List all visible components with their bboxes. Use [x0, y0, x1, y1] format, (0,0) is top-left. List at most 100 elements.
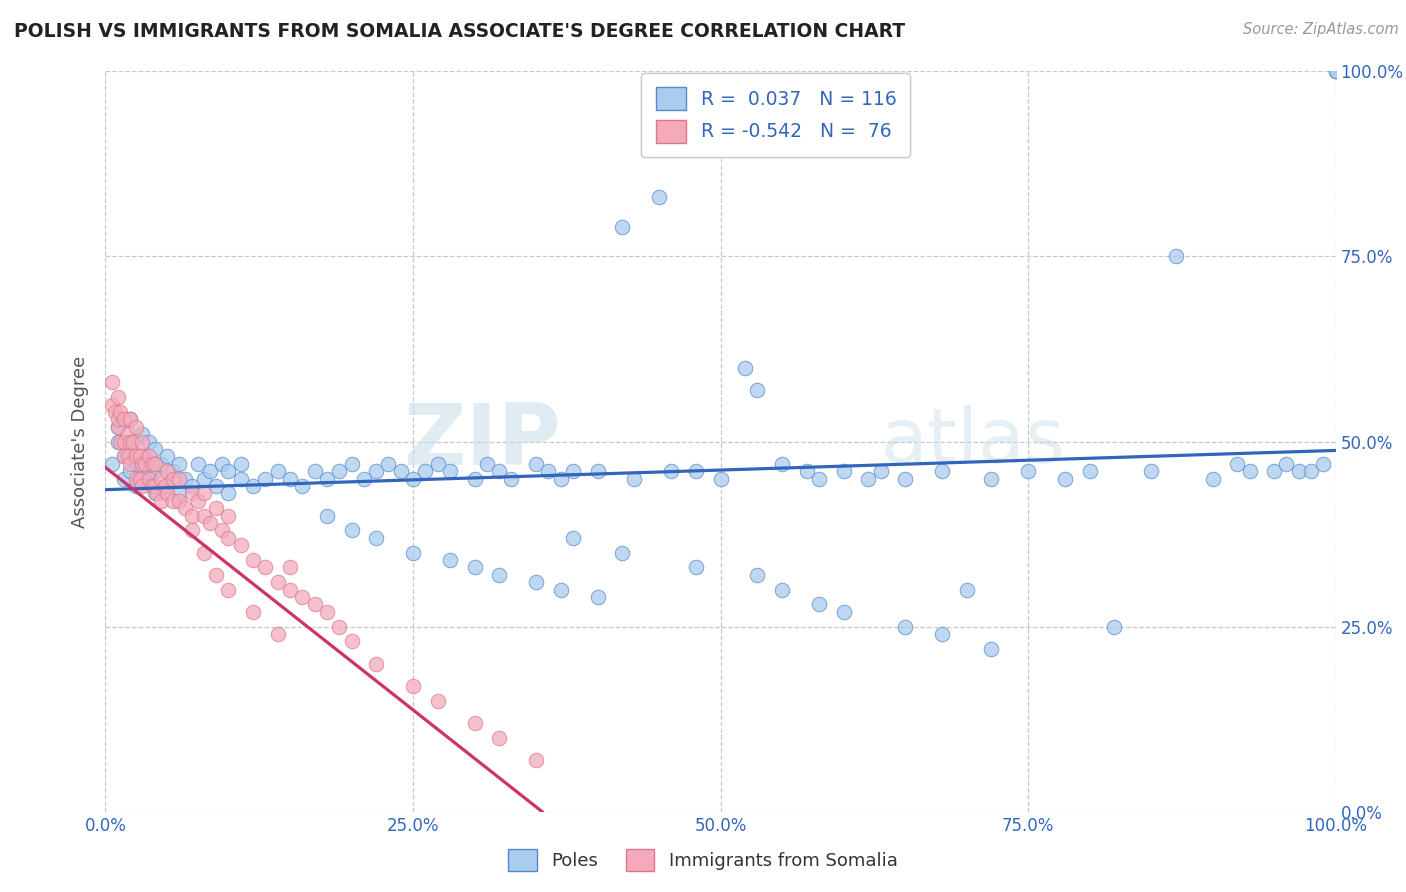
Point — [180, 508, 202, 523]
Point — [366, 531, 388, 545]
Point — [162, 471, 184, 485]
Point — [107, 419, 129, 434]
Text: POLISH VS IMMIGRANTS FROM SOMALIA ASSOCIATE'S DEGREE CORRELATION CHART: POLISH VS IMMIGRANTS FROM SOMALIA ASSOCI… — [14, 22, 905, 41]
Point — [291, 590, 314, 604]
Point — [550, 582, 572, 597]
Point — [278, 582, 301, 597]
Point — [218, 531, 240, 545]
Point — [120, 412, 141, 426]
Point — [218, 582, 240, 597]
Point — [1324, 64, 1347, 78]
Point — [648, 190, 671, 204]
Point — [169, 457, 191, 471]
Point — [366, 657, 388, 671]
Point — [315, 471, 337, 485]
Point — [562, 464, 585, 478]
Point — [141, 479, 163, 493]
Point — [501, 471, 523, 485]
Point — [117, 450, 139, 464]
Point — [218, 508, 240, 523]
Point — [869, 464, 891, 478]
Point — [193, 546, 215, 560]
Point — [747, 567, 769, 582]
Point — [180, 479, 202, 493]
Point — [143, 479, 166, 493]
Point — [153, 479, 176, 493]
Point — [146, 486, 169, 500]
Point — [117, 427, 139, 442]
Point — [858, 471, 880, 485]
Point — [366, 464, 388, 478]
Point — [710, 471, 733, 485]
Point — [1324, 64, 1347, 78]
Point — [180, 524, 202, 538]
Point — [138, 464, 160, 478]
Point — [174, 471, 197, 485]
Point — [328, 464, 350, 478]
Point — [205, 567, 228, 582]
Point — [562, 531, 585, 545]
Point — [112, 434, 135, 449]
Point — [149, 493, 172, 508]
Point — [807, 598, 830, 612]
Point — [218, 464, 240, 478]
Point — [198, 464, 221, 478]
Point — [104, 405, 127, 419]
Point — [267, 627, 290, 641]
Point — [120, 434, 141, 449]
Point — [100, 376, 122, 390]
Point — [107, 434, 129, 449]
Point — [218, 486, 240, 500]
Point — [770, 582, 793, 597]
Point — [125, 457, 148, 471]
Point — [107, 412, 129, 426]
Point — [131, 450, 153, 464]
Point — [377, 457, 399, 471]
Point — [340, 524, 363, 538]
Point — [141, 457, 163, 471]
Point — [125, 471, 148, 485]
Point — [980, 641, 1002, 656]
Point — [610, 546, 633, 560]
Point — [1301, 464, 1323, 478]
Text: ZIP: ZIP — [404, 400, 561, 483]
Point — [1054, 471, 1077, 485]
Point — [315, 605, 337, 619]
Point — [1202, 471, 1225, 485]
Point — [149, 471, 172, 485]
Point — [278, 560, 301, 574]
Point — [187, 493, 209, 508]
Point — [894, 619, 917, 633]
Point — [242, 605, 264, 619]
Point — [623, 471, 645, 485]
Point — [304, 464, 326, 478]
Point — [550, 471, 572, 485]
Point — [138, 471, 160, 485]
Point — [747, 383, 769, 397]
Point — [229, 471, 252, 485]
Point — [162, 493, 184, 508]
Point — [340, 457, 363, 471]
Point — [107, 419, 129, 434]
Point — [125, 419, 148, 434]
Point — [125, 479, 148, 493]
Point — [149, 457, 172, 471]
Point — [112, 450, 135, 464]
Text: atlas: atlas — [880, 405, 1066, 478]
Point — [156, 479, 179, 493]
Point — [193, 471, 215, 485]
Point — [807, 471, 830, 485]
Point — [894, 471, 917, 485]
Point — [198, 516, 221, 530]
Point — [488, 464, 510, 478]
Point — [475, 457, 498, 471]
Point — [205, 479, 228, 493]
Point — [169, 493, 191, 508]
Point — [143, 442, 166, 456]
Point — [661, 464, 683, 478]
Point — [110, 434, 132, 449]
Point — [143, 486, 166, 500]
Point — [402, 679, 425, 693]
Point — [254, 471, 277, 485]
Point — [340, 634, 363, 648]
